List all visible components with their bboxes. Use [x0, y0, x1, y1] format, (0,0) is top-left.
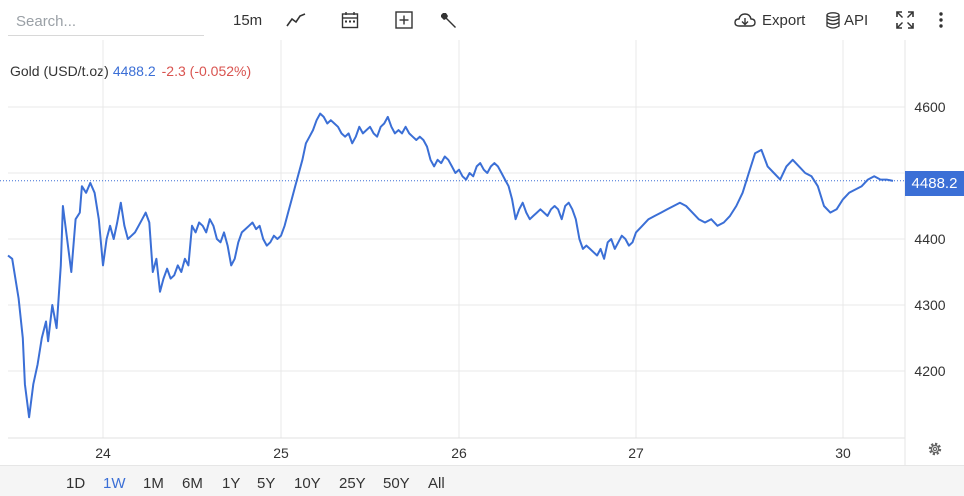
- x-axis: 24 25 26 27 30: [95, 445, 851, 461]
- fullscreen-button[interactable]: [896, 0, 914, 40]
- period-all[interactable]: All: [428, 475, 445, 492]
- interval-selector[interactable]: 15m: [233, 0, 262, 40]
- add-indicator-button[interactable]: [395, 0, 413, 40]
- y-tick-label: 4400: [914, 231, 945, 247]
- chart-grid: [8, 40, 906, 465]
- x-tick-label: 24: [95, 445, 111, 461]
- interval-label: 15m: [233, 11, 263, 29]
- wrench-icon: [441, 13, 456, 28]
- period-1d[interactable]: 1D: [66, 475, 86, 492]
- database-icon: [826, 11, 840, 29]
- tools-button[interactable]: [440, 0, 458, 40]
- x-tick-label: 26: [451, 445, 467, 461]
- legend-price: 4488.2: [112, 63, 156, 79]
- x-tick-label: 30: [835, 445, 851, 461]
- period-5y[interactable]: 5Y: [257, 475, 276, 492]
- toolbar: 15m Export: [0, 0, 964, 40]
- more-button[interactable]: [938, 0, 944, 40]
- more-vertical-icon: [939, 12, 943, 28]
- line-chart-icon: [286, 13, 306, 27]
- search-input[interactable]: [8, 8, 204, 36]
- plus-box-icon: [395, 11, 413, 29]
- series-line: [7, 112, 894, 419]
- fullscreen-icon: [896, 11, 914, 29]
- period-1y[interactable]: 1Y: [222, 475, 241, 492]
- api-label: API: [844, 11, 869, 29]
- period-selector: 1D 1W 1M 6M 1Y 5Y 10Y 25Y 50Y All: [0, 465, 964, 496]
- export-label: Export: [762, 11, 806, 29]
- legend-change: -2.3 (-0.052%): [161, 63, 252, 79]
- instrument-name: Gold (USD/t.oz): [10, 63, 109, 79]
- y-tick-label: 4300: [914, 297, 945, 313]
- period-25y[interactable]: 25Y: [339, 475, 366, 492]
- y-axis: 4200 4300 4400 4600: [914, 99, 945, 379]
- x-tick-label: 27: [628, 445, 644, 461]
- price-chart[interactable]: 24 25 26 27 30 4200 4300 4400 4600: [0, 40, 964, 465]
- period-1m[interactable]: 1M: [143, 475, 164, 492]
- period-1w[interactable]: 1W: [103, 475, 126, 492]
- date-range-button[interactable]: [341, 0, 359, 40]
- gear-icon: [928, 442, 942, 456]
- x-tick-label: 25: [273, 445, 289, 461]
- api-button[interactable]: API: [826, 0, 868, 40]
- y-tick-label: 4200: [914, 363, 945, 379]
- period-6m[interactable]: 6M: [182, 475, 203, 492]
- chart-type-button[interactable]: [286, 0, 306, 40]
- export-button[interactable]: Export: [734, 0, 805, 40]
- chart-legend: Gold (USD/t.oz) 4488.2 -2.3 (-0.052%): [10, 63, 251, 79]
- y-tick-label: 4600: [914, 99, 945, 115]
- period-10y[interactable]: 10Y: [294, 475, 321, 492]
- chart-settings-button[interactable]: [926, 440, 944, 463]
- period-50y[interactable]: 50Y: [383, 475, 410, 492]
- cloud-download-icon: [734, 13, 756, 27]
- current-price-tag: 4488.2: [905, 171, 964, 196]
- current-price-value: 4488.2: [911, 175, 958, 192]
- calendar-icon: [341, 12, 359, 29]
